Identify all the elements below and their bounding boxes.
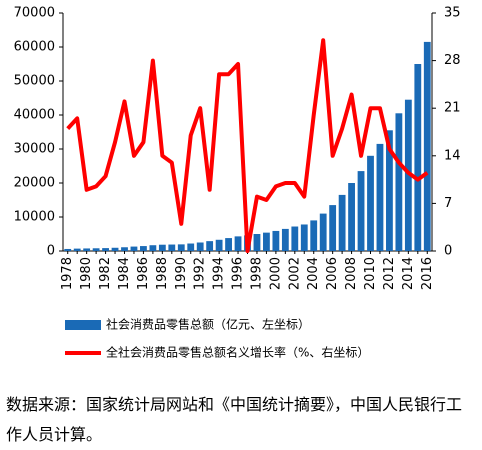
- y2-tick-label: 28: [444, 53, 461, 68]
- bar: [281, 228, 289, 251]
- x-tick-label: 2016: [420, 257, 435, 290]
- bar: [187, 243, 195, 251]
- bar: [234, 236, 242, 251]
- x-tick-label: 1994: [212, 257, 227, 290]
- x-tick-label: 1980: [79, 257, 94, 290]
- x-tick-label: 2006: [325, 257, 340, 290]
- bar: [404, 99, 412, 251]
- x-tick-label: 1990: [174, 257, 189, 290]
- x-tick-label: 1996: [231, 257, 246, 290]
- bar: [414, 64, 422, 251]
- x-tick-label: 2002: [287, 257, 302, 290]
- bar: [272, 230, 280, 251]
- bar: [329, 205, 337, 251]
- x-tick-label: 2014: [401, 257, 416, 290]
- bar: [64, 248, 72, 251]
- source-note: 数据来源：国家统计局网站和《中国统计摘要》，中国人民银行工作人员计算。: [6, 395, 463, 444]
- x-tick-label: 1988: [155, 257, 170, 290]
- bar: [206, 241, 214, 251]
- x-tick-label: 1982: [98, 257, 113, 290]
- bar: [376, 143, 384, 251]
- y2-tick-label: 0: [444, 244, 452, 259]
- bar: [386, 130, 393, 251]
- legend-label: 社会消费品零售总额（亿元、左坐标）: [106, 317, 310, 332]
- y-tick-label: 0: [47, 244, 55, 259]
- bar: [149, 245, 157, 251]
- bar: [83, 248, 91, 251]
- x-tick-label: 1998: [249, 257, 264, 290]
- bar: [338, 194, 346, 251]
- legend-swatch: [65, 320, 101, 330]
- y2-tick-label: 7: [444, 196, 452, 211]
- bar: [263, 232, 270, 251]
- y2-tick-label: 14: [444, 148, 461, 163]
- bar: [348, 183, 355, 251]
- y-tick-label: 10000: [14, 210, 55, 225]
- bar: [111, 247, 119, 251]
- y-tick-label: 40000: [14, 108, 55, 123]
- x-tick-label: 2004: [306, 257, 321, 290]
- bar: [102, 248, 109, 251]
- bar: [73, 248, 81, 251]
- y2-tick-label: 21: [444, 101, 461, 116]
- x-tick-label: 2008: [344, 257, 359, 290]
- bar: [177, 244, 185, 251]
- x-tick-label: 1984: [117, 257, 132, 290]
- bar: [92, 248, 100, 251]
- bar: [367, 155, 374, 251]
- y-tick-label: 20000: [14, 176, 55, 191]
- x-tick-label: 1986: [136, 257, 151, 290]
- x-tick-label: 2000: [268, 257, 283, 290]
- bar: [253, 234, 261, 251]
- bar: [395, 113, 403, 251]
- bar: [130, 246, 138, 251]
- bar: [357, 171, 365, 251]
- bar: [423, 41, 431, 252]
- bar: [121, 247, 128, 251]
- y-tick-label: 50000: [14, 74, 55, 89]
- y-tick-label: 70000: [14, 6, 55, 21]
- bar: [168, 244, 176, 251]
- x-tick-label: 1992: [193, 257, 208, 290]
- x-tick-label: 2010: [363, 257, 378, 290]
- bar: [215, 239, 223, 251]
- bar: [158, 244, 166, 251]
- x-tick-label: 2012: [382, 257, 397, 290]
- y-tick-label: 60000: [14, 40, 55, 55]
- legend-label: 全社会消费品零售总额名义增长率（%、右坐标）: [106, 345, 369, 360]
- y-tick-label: 30000: [14, 142, 55, 157]
- bar: [225, 238, 232, 251]
- bar: [300, 224, 308, 251]
- x-tick-label: 1978: [60, 257, 75, 290]
- bar: [140, 246, 147, 251]
- y2-tick-label: 35: [444, 6, 461, 21]
- line: [66, 38, 429, 253]
- bar: [291, 226, 299, 251]
- bar: [319, 213, 327, 251]
- bar: [310, 220, 318, 251]
- bar: [196, 242, 204, 251]
